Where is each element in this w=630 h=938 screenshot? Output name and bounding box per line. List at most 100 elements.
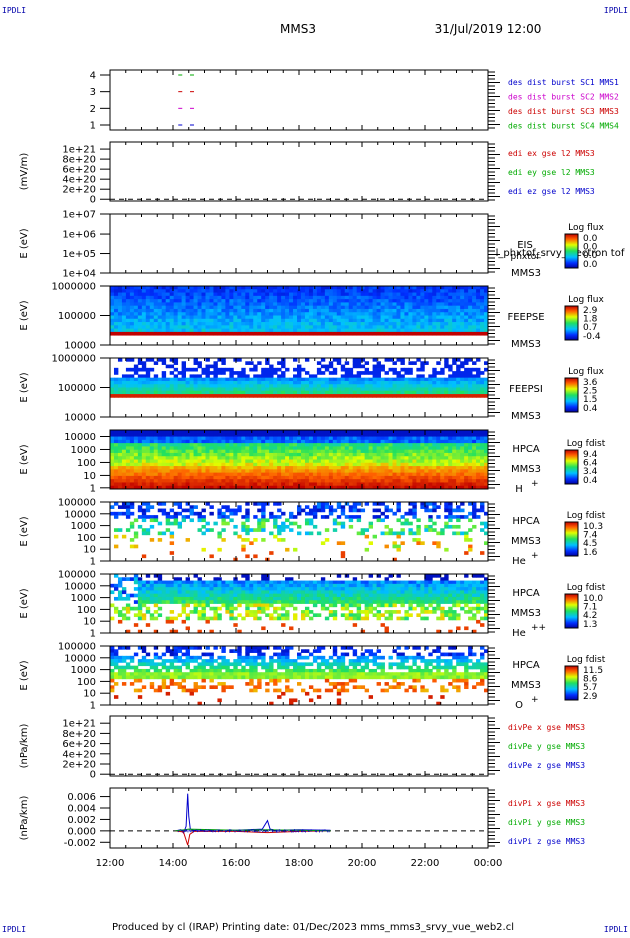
spectrogram-cell (213, 365, 217, 369)
panel-divpe: 02e+204e+206e+208e+201e+21(nPa/km)divPe … (19, 716, 585, 781)
spectrogram-cell (369, 473, 373, 477)
spectrogram-cell (186, 296, 190, 300)
spectrogram-cell (142, 322, 146, 326)
spectrogram-cell (142, 532, 146, 536)
spectrogram-cell (110, 381, 114, 385)
spectrogram-cell (134, 365, 138, 369)
spectrogram-cell (385, 296, 389, 300)
spectrogram-cell (289, 473, 293, 477)
spectrogram-cell (257, 286, 261, 290)
spectrogram-cell (205, 286, 209, 290)
spectrogram-cell (138, 381, 142, 385)
spectrogram-cell (217, 430, 221, 434)
spectrogram-cell (118, 505, 122, 509)
spectrogram-cell (178, 466, 182, 470)
spectrogram-cell (377, 365, 381, 369)
spectrogram-cell (281, 325, 285, 329)
spectrogram-cell (277, 388, 281, 392)
spectrogram-cell (194, 463, 198, 467)
y-axis-label: (nPa/km) (19, 724, 30, 769)
spectrogram-cell (166, 528, 170, 532)
spectrogram-cell (396, 433, 400, 437)
spectrogram-cell (277, 469, 281, 473)
spectrogram-cell (305, 437, 309, 441)
spectrogram-cell (468, 463, 472, 467)
spectrogram-cell (377, 302, 381, 306)
spectrogram-cell (313, 437, 317, 441)
spectrogram-cell (114, 437, 118, 441)
spectrogram-cell (110, 430, 114, 434)
spectrogram-cell (130, 325, 134, 329)
spectrogram-cell (174, 312, 178, 316)
spectrogram-cell (329, 371, 333, 375)
spectrogram-cell (480, 381, 484, 385)
spectrogram-cell (428, 525, 432, 529)
spectrogram-cell (190, 378, 194, 382)
spectrogram-cell (432, 509, 436, 513)
spectrogram-cell (480, 456, 484, 460)
spectrogram-cell (412, 378, 416, 382)
spectrogram-cell (305, 456, 309, 460)
spectrogram-cell (396, 460, 400, 464)
spectrogram-cell (162, 394, 166, 398)
spectrogram-cell (400, 378, 404, 382)
spectrogram-cell (309, 306, 313, 310)
spectrogram-cell (122, 306, 126, 310)
spectrogram-cell (460, 443, 464, 447)
spectrogram-cell (158, 509, 162, 513)
spectrogram-cell (205, 365, 209, 369)
spectrogram-cell (349, 302, 353, 306)
spectrogram-cell (385, 440, 389, 444)
spectrogram-cell (297, 322, 301, 326)
spectrogram-cell (321, 440, 325, 444)
spectrogram-cell (468, 473, 472, 477)
spectrogram-cell (309, 476, 313, 480)
spectrogram-cell (245, 479, 249, 483)
spectrogram-cell (198, 453, 202, 457)
spectrogram-cell (182, 433, 186, 437)
spectrogram-cell (162, 460, 166, 464)
spectrogram-cell (309, 325, 313, 329)
spectrogram-cell (345, 391, 349, 395)
spectrogram-cell (389, 446, 393, 450)
spectrogram-cell (432, 289, 436, 293)
spectrogram-cell (373, 450, 377, 454)
spectrogram-cell (452, 515, 456, 519)
spectrogram-cell (237, 443, 241, 447)
spectrogram-cell (293, 450, 297, 454)
spectrogram-cell (241, 473, 245, 477)
spectrogram-cell (162, 430, 166, 434)
spectrogram-cell (444, 309, 448, 313)
spectrogram-cell (301, 446, 305, 450)
spectrogram-cell (444, 460, 448, 464)
spectrogram-cell (385, 446, 389, 450)
spectrogram-cell (130, 332, 134, 336)
spectrogram-cell (269, 384, 273, 388)
spectrogram-cell (285, 322, 289, 326)
spectrogram-cell (337, 522, 341, 526)
spectrogram-cell (357, 299, 361, 303)
spectrogram-cell (325, 446, 329, 450)
spectrogram-cell (154, 473, 158, 477)
spectrogram-cell (209, 466, 213, 470)
spectrogram-cell (309, 512, 313, 516)
spectrogram-cell (404, 312, 408, 316)
spectrogram-cell (178, 325, 182, 329)
spectrogram-cell (142, 384, 146, 388)
spectrogram-cell (416, 532, 420, 536)
spectrogram-cell (134, 463, 138, 467)
spectrogram-cell (269, 440, 273, 444)
spectrogram-cell (412, 479, 416, 483)
spectrogram-cell (349, 332, 353, 336)
spectrogram-cell (281, 469, 285, 473)
spectrogram-cell (158, 319, 162, 323)
spectrogram-cell (448, 502, 452, 506)
spectrogram-cell (476, 430, 480, 434)
spectrogram-cell (305, 505, 309, 509)
spectrogram-cell (273, 446, 277, 450)
spectrogram-cell (150, 302, 154, 306)
spectrogram-cell (305, 532, 309, 536)
spectrogram-cell (257, 381, 261, 385)
spectrogram-cell (424, 309, 428, 313)
spectrogram-cell (377, 515, 381, 519)
